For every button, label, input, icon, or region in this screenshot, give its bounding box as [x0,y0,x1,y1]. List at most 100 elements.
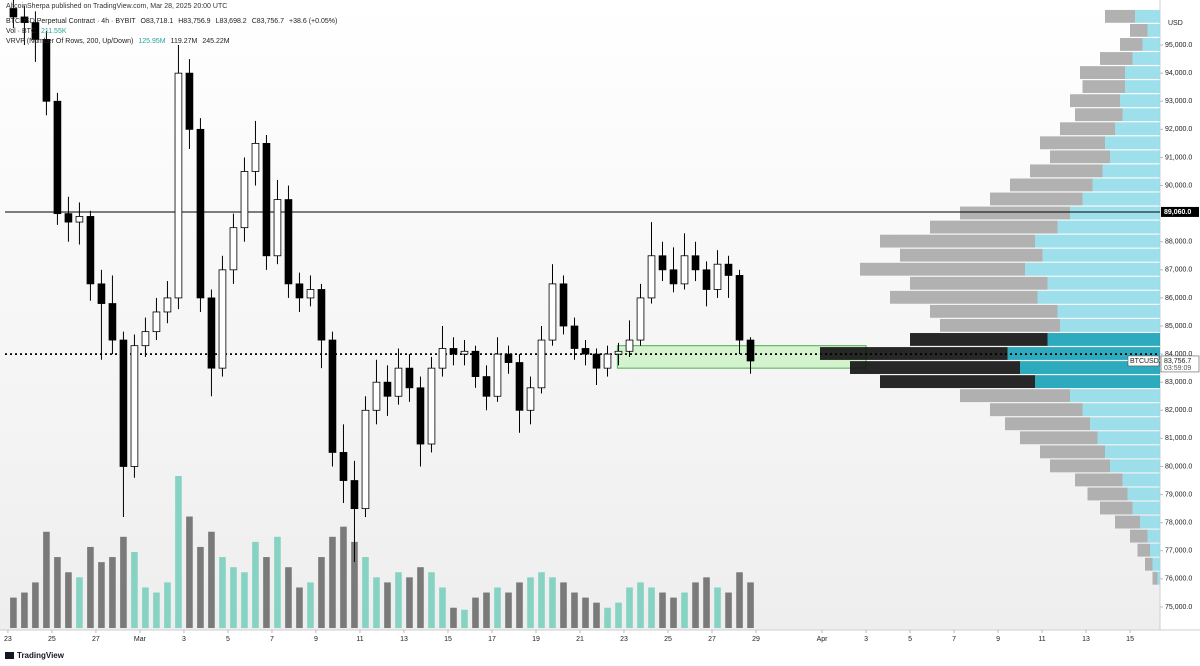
candle-body [20,16,29,23]
profile-up [1082,403,1160,417]
legend-symbol-legend: L83,698.2 [216,18,247,25]
y-tick-label: 84,000.0 [1165,351,1192,358]
volume-bar [362,557,369,628]
volume-bar [747,582,754,628]
x-tick-label: 13 [400,636,408,643]
candle-body [130,345,139,467]
x-tick-label: 5 [226,636,230,643]
volume-profile [820,9,1160,585]
profile-down [890,290,1038,304]
y-tick-label: 95,000.0 [1165,42,1192,49]
candle-body [636,297,645,341]
y-tick-label: 82,000.0 [1165,407,1192,414]
candle-body [702,269,711,290]
volume-bar [208,531,215,628]
profile-up [1035,375,1160,389]
volume-bar [582,597,589,628]
candle-body [735,275,744,341]
x-tick-label: 19 [532,636,540,643]
volume-bar [461,609,468,628]
y-tick-label: 94,000.0 [1165,70,1192,77]
y-tick-label: 83,000.0 [1165,379,1192,386]
profile-down [1050,459,1110,473]
price-tag-countdown: 03:59:09 [1164,365,1191,372]
volume-bar [373,577,380,628]
candle-body [614,350,623,355]
profile-down [1087,487,1128,501]
volume-bar [43,531,50,628]
profile-up [1110,150,1160,164]
volume-bar [648,587,655,628]
y-tick-label: 80,000.0 [1165,463,1192,470]
volume-bar [230,567,237,628]
y-tick-label: 77,000.0 [1165,548,1192,555]
brand: TradingView [17,651,65,660]
volume-bar [670,597,677,628]
candle-body [680,255,689,285]
candle-body [251,142,260,172]
profile-up [1115,122,1160,136]
candle-body [449,348,458,355]
profile-up [1057,220,1160,234]
candle-body [713,263,722,290]
volume-bar [329,536,336,628]
y-tick-label: 92,000.0 [1165,126,1192,133]
candle-body [581,348,590,355]
candle-body [350,480,359,510]
x-tick-label: 27 [92,636,100,643]
volume-bar [505,592,512,628]
candle-body [647,255,656,299]
candle-body [372,381,381,411]
legend-symbol-legend: BTCUSD Perpetual Contract · 4h · BYBIT [6,18,136,25]
profile-up [1132,501,1160,515]
volume-bar [549,577,556,628]
profile-up [1122,473,1160,487]
x-tick-label: 9 [314,636,318,643]
profile-down [900,248,1043,262]
profile-down [1020,431,1098,445]
candle-body [592,353,601,369]
x-tick-label: 23 [620,636,628,643]
candle-body [119,339,128,467]
profile-down [1120,38,1143,51]
profile-up [1135,9,1160,23]
x-tick-label: 23 [4,636,12,643]
candle-body [174,72,183,299]
volume-bar [472,597,479,628]
x-tick-label: 15 [1126,636,1134,643]
volume-bar [439,587,446,628]
level-tag-label: 89,060.0 [1164,209,1191,216]
y-tick-label: 78,000.0 [1165,520,1192,527]
volume-bar [109,557,116,628]
candle-body [97,283,106,304]
profile-up [1142,38,1160,51]
candle-body [724,263,733,276]
profile-down [1005,417,1090,431]
volume-bar [637,582,644,628]
axes: 89,060.0 95,000.0 94,000.0 93,000.0 92,000.0… [4,42,1200,643]
price-tag-symbol: BTCUSD.P [1130,358,1166,365]
legend-vrvp-legend: 119.27M [171,38,198,45]
profile-up [1007,347,1160,360]
profile-down [1050,150,1110,164]
x-tick-label: 29 [752,636,760,643]
volume-bar [263,557,270,628]
profile-up [1057,304,1160,318]
x-tick-label: 27 [708,636,716,643]
candle-body [537,339,546,389]
candle-body [416,387,425,445]
profile-down [1115,515,1140,529]
chart-title: AltcoinSherpa published on TradingView.c… [6,3,227,10]
profile-down [1030,164,1103,178]
profile-down [880,234,1035,248]
profile-down [930,304,1058,318]
profile-down [880,375,1035,389]
legend-symbol-legend: C83,756.7 [252,18,284,25]
volume-bar [395,572,402,628]
volume-bar [516,582,523,628]
candle-body [31,22,40,40]
candle-body [504,353,513,363]
y-tick-label: 90,000.0 [1165,182,1192,189]
candle-body [262,142,271,257]
profile-down [1105,9,1135,23]
